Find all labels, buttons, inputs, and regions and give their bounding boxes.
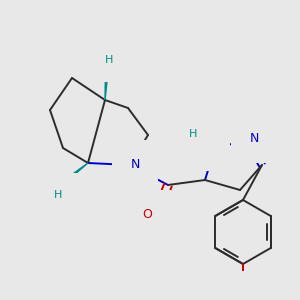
Text: O: O bbox=[142, 208, 152, 221]
Text: H: H bbox=[105, 55, 113, 65]
Text: N: N bbox=[130, 158, 140, 172]
Text: N: N bbox=[202, 140, 212, 152]
Text: H: H bbox=[189, 129, 197, 139]
Text: N: N bbox=[249, 131, 259, 145]
Polygon shape bbox=[105, 68, 109, 100]
Text: H: H bbox=[54, 190, 62, 200]
Text: O: O bbox=[240, 290, 250, 300]
Polygon shape bbox=[59, 163, 88, 186]
